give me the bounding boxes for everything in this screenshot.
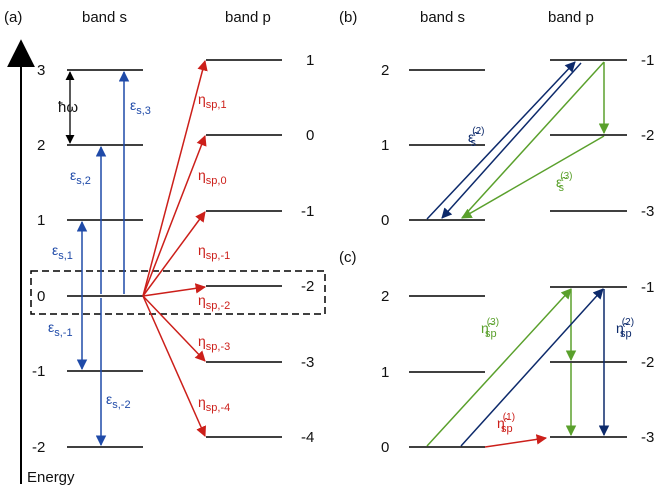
eta-sp0-label: ηsp,0	[198, 167, 227, 187]
p-level-label-m3: -3	[301, 354, 314, 371]
b-s-label-1: 1	[381, 137, 389, 154]
c-p-label-m3: -3	[641, 429, 654, 446]
eps-sm2-label: εs,-2	[106, 391, 131, 411]
eta-sp1-arrow	[142, 59, 208, 297]
p-level-label-0: 0	[306, 127, 314, 144]
p-level-label-m2: -2	[301, 278, 314, 295]
eps-s1-label: εs,1	[52, 242, 73, 262]
panel-a-band-p-title: band p	[225, 9, 271, 26]
dashed-highlight-box	[30, 270, 326, 315]
c-eta3-label: η̃(3) sp	[481, 317, 499, 340]
c-eta1-arrow	[484, 434, 548, 448]
b-eps2-up-arrow	[426, 61, 576, 220]
b-eps3-label: ε̃(3) s	[556, 171, 572, 194]
eta-spm2-label: ηsp,-2	[198, 292, 230, 312]
panel-a-tag: (a)	[4, 9, 22, 26]
b-p-label-m2: -2	[641, 127, 654, 144]
eta-spm1-label: ηsp,-1	[198, 242, 230, 262]
b-eps2-down-arrow	[441, 62, 582, 219]
eta-spm4-arrow	[142, 295, 206, 437]
eta-sp1-label: ηsp,1	[198, 91, 227, 111]
c-eta1-label: η̃(1) sp	[497, 412, 515, 435]
b-p-label-m1: -1	[641, 52, 654, 69]
c-eta3-diagonal-arrow	[426, 288, 572, 447]
s-level-label-3: 3	[37, 62, 45, 79]
p-level-label-1: 1	[306, 52, 314, 69]
eps-s3-label: εs,3	[130, 97, 151, 117]
panel-a-band-s-title: band s	[82, 9, 127, 26]
p-level-label-m4: -4	[301, 429, 314, 446]
p-level-label-m1: -1	[301, 203, 314, 220]
eta-spm3-label: ηsp,-3	[198, 333, 230, 353]
eta-spm3-arrow	[142, 295, 206, 362]
eps-sm1-label: εs,-1	[48, 319, 73, 339]
eta-sp0-arrow	[142, 135, 207, 297]
panel-b-band-p-title: band p	[548, 9, 594, 26]
panel-a: (a) band s band p Energy 3 2 1 0 -1 -2 1…	[4, 9, 326, 486]
s-level-label-m1: -1	[32, 363, 45, 380]
panel-c: (c) 2 1 0 -1 -2 -3 η̃(3) sp η̃(2) sp η̃(1)…	[339, 249, 654, 456]
c-eta2-label: η̃(2) sp	[616, 317, 634, 340]
eta-spm4-label: ηsp,-4	[198, 394, 230, 414]
s-level-label-m2: -2	[32, 439, 45, 456]
eps-s2-label: εs,2	[70, 167, 91, 187]
panel-b-tag: (b)	[339, 9, 357, 26]
b-eps2-label: ε̃(2) s	[468, 126, 484, 149]
b-s-label-0: 0	[381, 212, 389, 229]
panel-c-tag: (c)	[339, 249, 357, 266]
s-level-label-1: 1	[37, 212, 45, 229]
b-eps3-diagonal-line	[461, 61, 605, 219]
energy-axis-label: Energy	[27, 469, 75, 486]
eta-spm1-arrow	[142, 211, 206, 297]
c-p-label-m2: -2	[641, 354, 654, 371]
eta-spm2-arrow	[142, 283, 207, 297]
b-eps3-return-arrow	[461, 135, 605, 219]
c-p-label-m1: -1	[641, 279, 654, 296]
s-level-label-2: 2	[37, 137, 45, 154]
s-level-label-0: 0	[37, 288, 45, 305]
panel-b: (b) band s band p 2 1 0 -1 -2 -3 ε̃(2) s …	[339, 9, 654, 229]
panel-b-band-s-title: band s	[420, 9, 465, 26]
c-eta2-diagonal-arrow	[460, 288, 604, 447]
c-s-label-2: 2	[381, 288, 389, 305]
c-s-label-1: 1	[381, 364, 389, 381]
hbar-omega-label: ħω	[58, 99, 78, 116]
c-s-label-0: 0	[381, 439, 389, 456]
b-p-label-m3: -3	[641, 203, 654, 220]
b-s-label-2: 2	[381, 62, 389, 79]
